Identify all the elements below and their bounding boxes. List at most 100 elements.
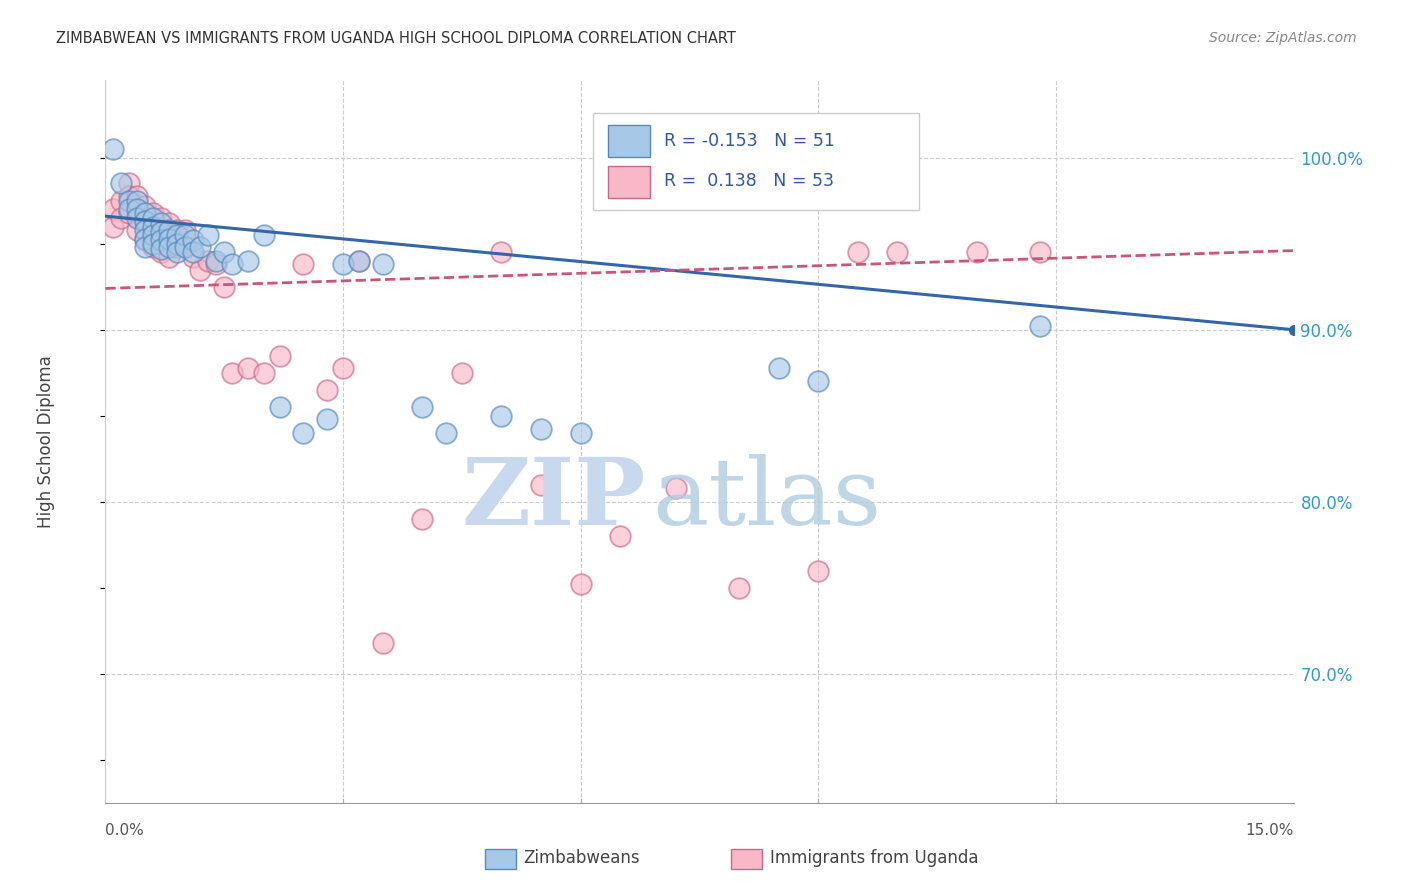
Point — [173, 240, 195, 254]
Point — [886, 245, 908, 260]
Point — [205, 257, 228, 271]
Point — [149, 228, 172, 243]
Point — [134, 231, 156, 245]
Point — [103, 142, 125, 156]
Point — [166, 223, 188, 237]
Text: Zimbabweans: Zimbabweans — [523, 849, 640, 867]
Point — [166, 236, 188, 251]
Point — [118, 205, 141, 219]
Point — [846, 245, 869, 260]
Point — [157, 231, 180, 245]
Point — [332, 257, 354, 271]
Point — [134, 216, 156, 230]
FancyBboxPatch shape — [607, 126, 650, 157]
Text: Immigrants from Uganda: Immigrants from Uganda — [770, 849, 979, 867]
Point — [103, 219, 125, 234]
Point — [768, 360, 790, 375]
Point — [127, 194, 149, 208]
Point — [236, 360, 259, 375]
Point — [292, 257, 315, 271]
Point — [173, 240, 195, 254]
Point — [491, 409, 513, 423]
Point — [530, 423, 553, 437]
Point — [149, 225, 172, 239]
Point — [142, 205, 165, 219]
Point — [173, 228, 195, 243]
Point — [371, 257, 394, 271]
Point — [181, 233, 204, 247]
Point — [134, 233, 156, 247]
Point — [569, 425, 592, 440]
FancyBboxPatch shape — [607, 166, 650, 198]
Point — [157, 223, 180, 237]
Point — [197, 228, 219, 243]
Point — [181, 245, 204, 260]
Point — [134, 205, 156, 219]
Point — [118, 177, 141, 191]
Point — [142, 236, 165, 251]
Point — [347, 254, 370, 268]
Point — [316, 383, 339, 397]
Point — [292, 425, 315, 440]
Point — [142, 219, 165, 234]
Point — [569, 577, 592, 591]
Point — [966, 245, 988, 260]
Point — [110, 194, 132, 208]
Point — [221, 257, 243, 271]
Point — [434, 425, 457, 440]
Point — [450, 366, 472, 380]
Text: atlas: atlas — [652, 454, 882, 544]
Point — [134, 214, 156, 228]
Point — [214, 279, 236, 293]
Point — [411, 512, 433, 526]
Point — [197, 254, 219, 268]
Point — [181, 251, 204, 265]
Text: 15.0%: 15.0% — [1246, 823, 1294, 838]
Text: 0.0%: 0.0% — [105, 823, 145, 838]
Point — [665, 481, 688, 495]
Text: Source: ZipAtlas.com: Source: ZipAtlas.com — [1209, 31, 1357, 45]
Point — [253, 228, 276, 243]
Point — [134, 240, 156, 254]
Point — [127, 188, 149, 202]
Point — [316, 412, 339, 426]
Point — [166, 245, 188, 260]
Point — [110, 177, 132, 191]
Point — [118, 188, 141, 202]
Point — [166, 228, 188, 243]
Point — [134, 223, 156, 237]
Point — [236, 254, 259, 268]
Point — [142, 223, 165, 237]
Point — [127, 223, 149, 237]
Point — [142, 211, 165, 225]
Point — [142, 228, 165, 243]
Point — [103, 202, 125, 217]
Point — [142, 240, 165, 254]
Point — [530, 477, 553, 491]
Point — [1029, 245, 1052, 260]
Point — [332, 360, 354, 375]
Point — [157, 216, 180, 230]
Point — [127, 202, 149, 217]
Point — [1029, 319, 1052, 334]
FancyBboxPatch shape — [592, 112, 920, 211]
Text: R = -0.153   N = 51: R = -0.153 N = 51 — [664, 132, 835, 150]
Point — [110, 211, 132, 225]
Point — [269, 349, 291, 363]
Point — [221, 366, 243, 380]
Point — [491, 245, 513, 260]
Point — [157, 251, 180, 265]
Text: ZIMBABWEAN VS IMMIGRANTS FROM UGANDA HIGH SCHOOL DIPLOMA CORRELATION CHART: ZIMBABWEAN VS IMMIGRANTS FROM UGANDA HIG… — [56, 31, 737, 46]
Point — [807, 564, 830, 578]
Point — [269, 400, 291, 414]
Point — [173, 223, 195, 237]
Point — [149, 242, 172, 256]
Text: High School Diploma: High School Diploma — [37, 355, 55, 528]
Point — [205, 254, 228, 268]
Point — [118, 194, 141, 208]
Point — [166, 240, 188, 254]
Point — [347, 254, 370, 268]
Point — [371, 636, 394, 650]
Text: ZIP: ZIP — [461, 454, 645, 544]
Point — [118, 202, 141, 217]
